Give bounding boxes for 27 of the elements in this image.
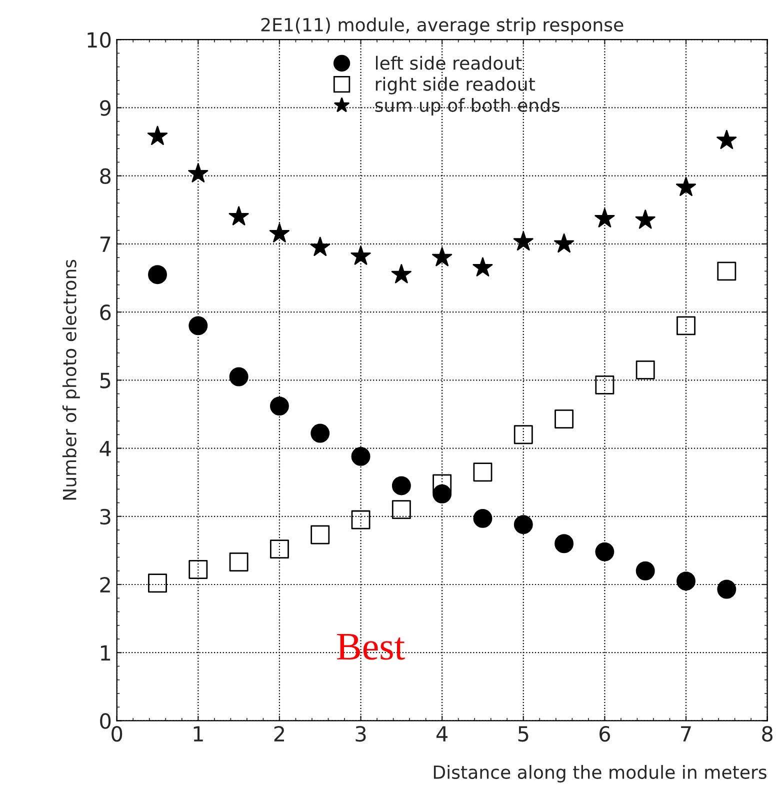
x-tick-label: 6 [600, 726, 610, 742]
annotation: Best [337, 634, 405, 660]
chart-title: 2E1(11) module, average strip response [261, 18, 624, 36]
x-axis-title: Distance along the module in meters [434, 765, 766, 782]
y-tick-label: 0 [100, 713, 111, 729]
y-tick-label: 5 [100, 372, 110, 388]
x-tick-label: 5 [518, 726, 528, 742]
legend-label: sum up of both ends [375, 98, 560, 116]
y-tick-label: 7 [100, 236, 110, 252]
y-tick-label: 6 [100, 304, 111, 320]
x-tick-label: 0 [112, 726, 122, 742]
x-tick-label: 1 [194, 726, 203, 742]
x-tick-label: 8 [762, 726, 773, 742]
x-tick-label: 3 [356, 726, 366, 742]
y-axis-title: Number of photo electrons [62, 260, 80, 500]
y-tick-label: 10 [88, 32, 111, 48]
x-tick-label: 4 [436, 726, 448, 742]
y-tick-label: 4 [100, 441, 111, 456]
legend-label: left side readout [376, 56, 522, 70]
legend-label: right side readout [376, 76, 535, 94]
y-tick-label: 8 [100, 168, 111, 184]
y-tick-label: 9 [100, 100, 111, 116]
x-tick-label: 7 [681, 726, 691, 742]
y-tick-label: 2 [100, 576, 110, 592]
y-tick-label: 3 [100, 508, 110, 525]
y-tick-label: 1 [101, 645, 110, 661]
x-tick-label: 2 [274, 726, 284, 742]
